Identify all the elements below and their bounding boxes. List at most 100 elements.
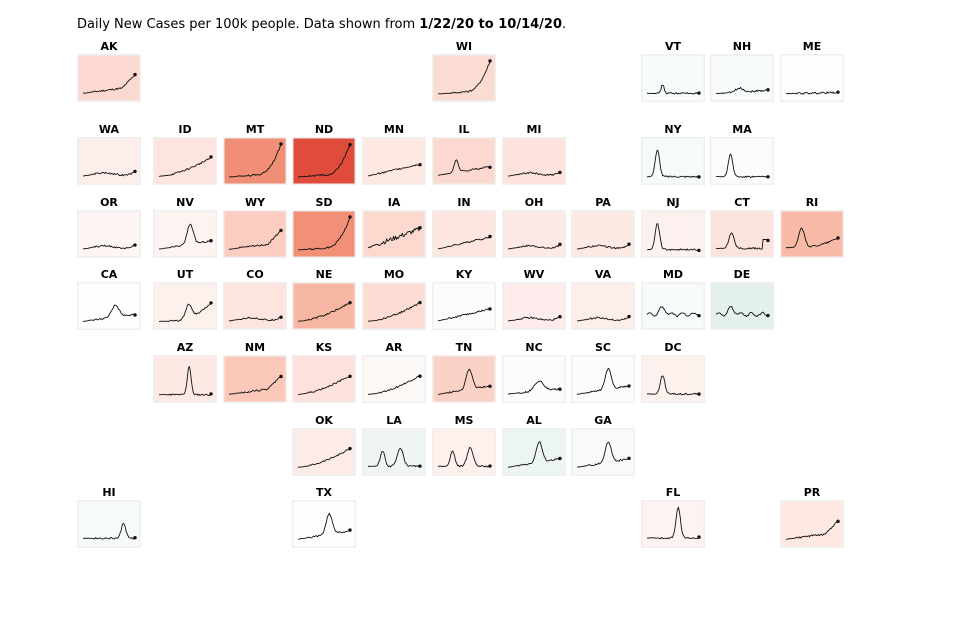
tile-background (77, 282, 141, 330)
caption-prefix: Daily New Cases per 100k people. Data sh… (77, 17, 420, 32)
tile-background (362, 137, 426, 185)
tile-background (710, 54, 774, 102)
latest-value-dot (697, 313, 701, 318)
state-panel (432, 210, 496, 258)
state-label: NY (664, 123, 682, 136)
state-sparkline-chart (502, 210, 566, 258)
state-sparkline-chart (223, 210, 287, 258)
cases-line (82, 304, 136, 322)
cases-line (576, 367, 630, 395)
state-label: WA (98, 123, 120, 136)
tile-background (571, 282, 635, 330)
state-tile-ri: RI (780, 196, 844, 260)
state-panel (571, 355, 635, 403)
state-label: CA (100, 268, 118, 281)
cases-line (228, 316, 282, 322)
tile-background (780, 500, 844, 548)
cases-line (576, 243, 630, 250)
state-label: SD (315, 196, 333, 209)
state-panel (641, 54, 705, 102)
latest-value-dot (209, 392, 213, 396)
chart-caption: Daily New Cases per 100k people. Data sh… (77, 17, 566, 32)
state-sparkline-chart (153, 355, 217, 403)
state-sparkline-chart (502, 428, 566, 476)
state-tile-wa: WA (77, 123, 141, 187)
tile-background (641, 500, 705, 548)
state-label: IL (458, 123, 470, 136)
cases-line (367, 447, 421, 468)
state-panel (502, 137, 566, 185)
state-tile-la: LA (362, 414, 426, 478)
state-label: OK (315, 414, 333, 427)
state-panel (502, 428, 566, 476)
state-tile-ky: KY (432, 268, 496, 332)
state-label: NC (525, 341, 543, 354)
tile-background (780, 210, 844, 258)
latest-value-dot (627, 242, 631, 246)
latest-value-dot (209, 239, 213, 243)
state-sparkline-chart (571, 428, 635, 476)
cases-line (297, 448, 351, 468)
latest-value-dot (558, 242, 562, 247)
state-label: AR (385, 341, 403, 354)
state-panel (362, 282, 426, 330)
state-panel (571, 282, 635, 330)
tile-background (710, 210, 774, 258)
state-panel (432, 355, 496, 403)
state-tile-sc: SC (571, 341, 635, 405)
state-tile-de: DE (710, 268, 774, 332)
state-sparkline-chart (362, 210, 426, 258)
state-sparkline-chart (432, 428, 496, 476)
tile-background (77, 54, 141, 102)
latest-value-dot (348, 143, 352, 147)
tile-background (641, 210, 705, 258)
state-panel (710, 282, 774, 330)
cases-line (715, 232, 769, 250)
cases-line (715, 153, 769, 178)
state-label: NV (176, 196, 194, 209)
state-label: KS (315, 341, 333, 354)
state-tile-pr: PR (780, 486, 844, 550)
tile-background (502, 282, 566, 330)
state-tile-ms: MS (432, 414, 496, 478)
cases-line (646, 223, 700, 251)
cases-line (576, 441, 630, 468)
tile-background (223, 137, 287, 185)
state-label: VA (594, 268, 612, 281)
latest-value-dot (488, 59, 492, 63)
latest-value-dot (418, 225, 422, 230)
state-tile-tx: TX (292, 486, 356, 550)
tile-background (571, 428, 635, 476)
cases-line (437, 236, 491, 250)
state-panel (641, 137, 705, 185)
state-panel (571, 428, 635, 476)
tile-background (223, 282, 287, 330)
state-tile-wv: WV (502, 268, 566, 332)
state-panel (153, 282, 217, 330)
tile-background (502, 137, 566, 185)
state-sparkline-chart (362, 137, 426, 185)
state-label: AZ (176, 341, 194, 354)
state-tile-mi: MI (502, 123, 566, 187)
cases-line (82, 244, 136, 250)
state-label: PA (595, 196, 611, 209)
cases-line (646, 306, 700, 318)
state-tile-ia: IA (362, 196, 426, 260)
state-label: AL (526, 414, 542, 427)
latest-value-dot (279, 315, 283, 319)
state-tile-wy: WY (223, 196, 287, 260)
state-label: DC (664, 341, 682, 354)
state-tile-va: VA (571, 268, 635, 332)
tile-background (362, 282, 426, 330)
latest-value-dot (133, 313, 137, 317)
latest-value-dot (558, 315, 562, 319)
state-sparkline-chart (77, 54, 141, 102)
caption-start-date: 1/22/20 (419, 17, 475, 32)
state-sparkline-chart (292, 428, 356, 476)
state-panel (153, 137, 217, 185)
state-tile-fl: FL (641, 486, 705, 550)
state-tile-nh: NH (710, 40, 774, 104)
latest-value-dot (348, 528, 352, 532)
state-tile-vt: VT (641, 40, 705, 104)
cases-line (785, 227, 839, 249)
